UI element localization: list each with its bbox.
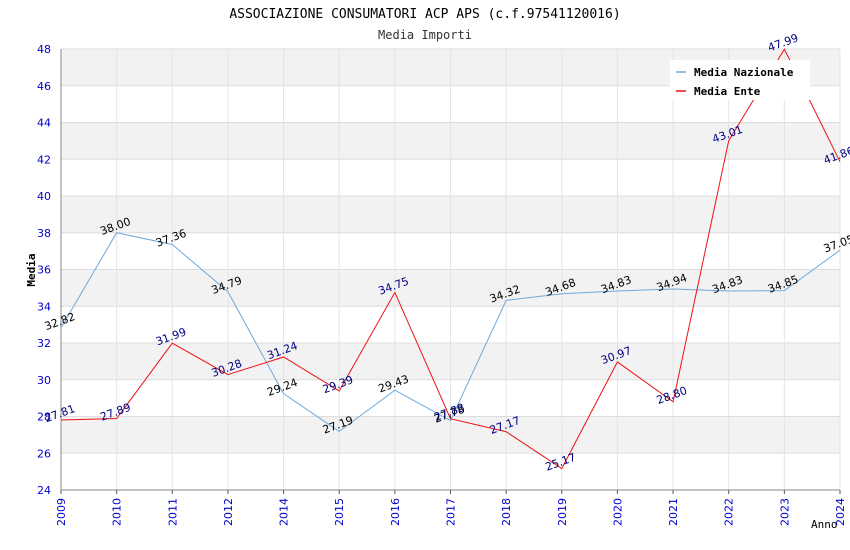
x-tick-label: 2024 [834, 498, 847, 526]
x-tick-label: 2020 [611, 498, 624, 526]
y-tick-label: 42 [37, 153, 51, 166]
y-tick-label: 34 [37, 300, 51, 313]
legend: Media Nazionale Media Ente [670, 60, 810, 100]
y-tick-label: 46 [37, 80, 51, 93]
x-tick-label: 2016 [389, 498, 402, 526]
series-lines [60, 48, 841, 470]
y-tick-label: 36 [37, 264, 51, 277]
x-tick-label: 2022 [723, 498, 736, 526]
y-tick-label: 24 [37, 484, 51, 497]
x-tick-label: 2010 [111, 498, 124, 526]
y-tick-label: 40 [37, 190, 51, 203]
x-tick-label: 2015 [333, 498, 346, 526]
x-tick-label: 2009 [55, 498, 68, 526]
y-tick-label: 30 [37, 374, 51, 387]
series-line-media-ente [60, 48, 841, 470]
x-tick-label: 2018 [500, 498, 513, 526]
legend-box [670, 60, 810, 100]
legend-label-media-ente: Media Ente [694, 85, 761, 98]
gridlines [60, 48, 841, 491]
x-tick-label: 2021 [667, 498, 680, 526]
y-axis: 24 26 28 30 32 34 36 38 40 42 44 46 48 [37, 43, 62, 497]
y-tick-label: 32 [37, 337, 51, 350]
x-tick-label: 2012 [222, 498, 235, 526]
series-line-media-nazionale [60, 232, 841, 432]
y-tick-label: 44 [37, 117, 51, 130]
y-tick-label: 38 [37, 227, 51, 240]
chart-title: ASSOCIAZIONE CONSUMATORI ACP APS (c.f.97… [229, 7, 620, 22]
x-tick-label: 2014 [278, 498, 291, 526]
x-tick-label: 2011 [166, 498, 179, 526]
legend-label-media-nazionale: Media Nazionale [694, 66, 794, 79]
chart-subtitle: Media Importi [378, 28, 472, 42]
x-tick-label: 2023 [778, 498, 791, 526]
x-axis-label: Anno [811, 518, 838, 531]
x-tick-label: 2019 [556, 498, 569, 526]
x-tick-label: 2017 [445, 498, 458, 526]
y-tick-label: 48 [37, 43, 51, 56]
y-tick-label: 26 [37, 447, 51, 460]
x-axis: 2009 2010 2011 2012 2014 2015 2016 2017 2018 2019… [55, 489, 847, 526]
y-axis-label: Media [25, 253, 38, 286]
y-tick-label: 28 [37, 411, 51, 424]
